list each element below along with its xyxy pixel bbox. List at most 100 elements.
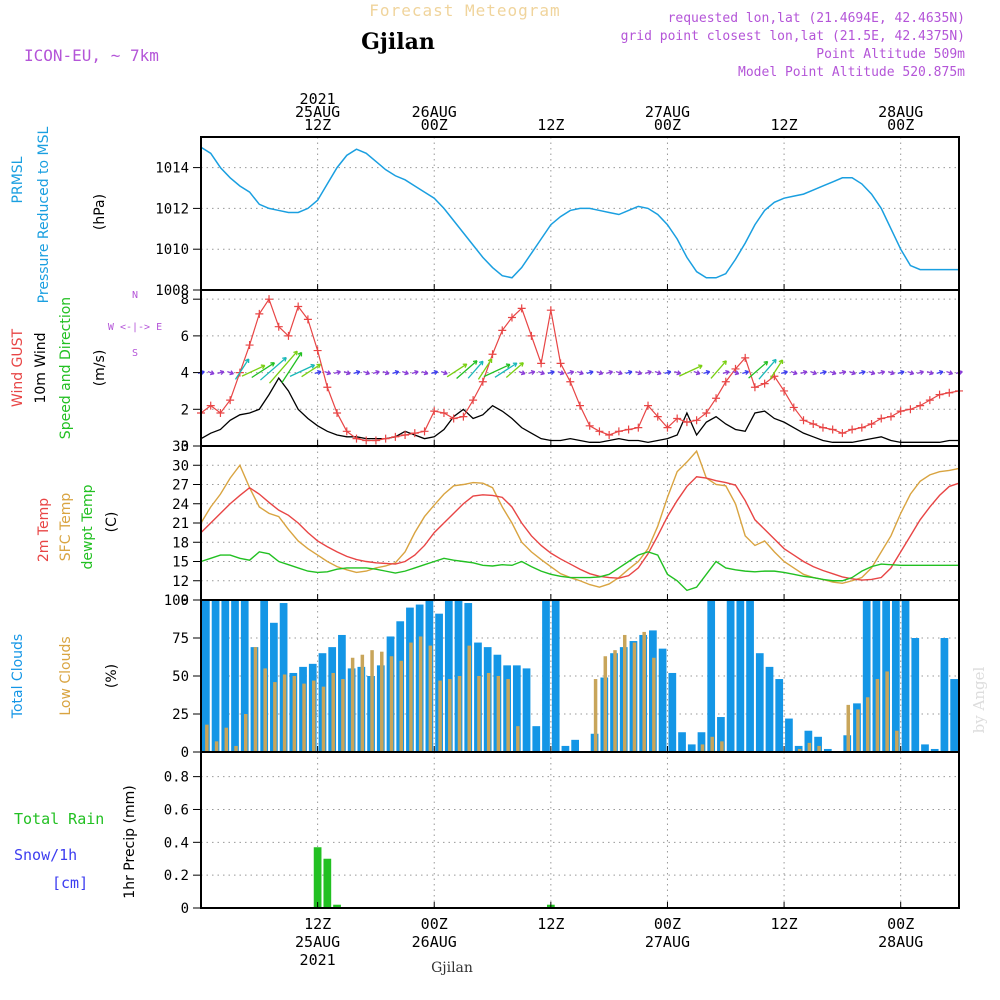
gust-marker	[439, 408, 448, 417]
bottom-time-label: 12Z	[304, 915, 331, 933]
gust-marker	[342, 427, 351, 436]
total-cloud-bar	[911, 638, 920, 752]
gust-marker	[750, 383, 759, 392]
gust-marker	[789, 403, 798, 412]
wind-arrow-head	[270, 362, 275, 367]
y-tick-label: 33	[172, 439, 189, 455]
sfc-temp-label: SFC Temp	[58, 493, 74, 562]
wind-arrow-head	[608, 369, 614, 376]
gust-marker	[410, 429, 419, 438]
gust-marker	[595, 427, 604, 436]
y-tick-label: 30	[172, 458, 189, 474]
gust-marker	[877, 414, 886, 423]
total-cloud-bar	[668, 672, 677, 752]
gust-marker	[313, 346, 322, 355]
low-cloud-bar	[895, 730, 899, 752]
gust-marker	[867, 419, 876, 428]
gust-marker	[780, 386, 789, 395]
wind-direction-arrow	[251, 362, 275, 379]
low-cloud-bar	[448, 679, 452, 752]
wind-arrow-head	[355, 369, 361, 376]
wind-direction-arrow	[456, 360, 478, 379]
top-time-label: 12Z	[537, 116, 564, 134]
model-label: ICON-EU, ~ 7km	[24, 46, 159, 65]
total-cloud-bar	[542, 600, 550, 752]
top-time-label: 2021	[300, 90, 336, 108]
total-cloud-bar	[930, 748, 939, 752]
gust-marker	[818, 423, 827, 432]
top-time-label: 00Z	[654, 116, 681, 134]
wind-direction-arrow	[259, 357, 287, 381]
cloud-unit: (%)	[104, 664, 120, 688]
gust-marker	[799, 416, 808, 425]
gust-marker	[760, 379, 769, 388]
low-cloud-bar	[360, 654, 365, 752]
low-cloud-bar	[370, 650, 374, 752]
wind-arrow-head	[909, 370, 915, 376]
total-cloud-bar	[736, 600, 745, 752]
wind-arrow-head	[293, 350, 298, 356]
wind-direction-arrow	[234, 358, 250, 380]
wind-10m-line	[200, 376, 959, 443]
wind-arrow-head	[209, 370, 215, 376]
low-cloud-bar	[418, 636, 423, 752]
point-altitude: Point Altitude 509m	[816, 47, 965, 62]
total-cloud-bar	[921, 744, 929, 752]
wind-arrow-head	[365, 370, 370, 376]
wind-arrow-head	[705, 369, 711, 376]
bottom-time-label: 12Z	[771, 915, 798, 933]
top-time-label: 00Z	[887, 116, 914, 134]
total-cloud-bar	[940, 638, 949, 752]
y-tick-label: 0.8	[164, 770, 189, 786]
top-time-label: 12Z	[771, 116, 798, 134]
low-cloud-bar	[224, 727, 229, 752]
low-cloud-bar	[234, 745, 238, 752]
wind-arrow-head	[384, 370, 390, 376]
low-cloud-bar	[341, 679, 345, 752]
bottom-time-label: 26AUG	[412, 933, 457, 951]
total-cloud-bar	[765, 666, 774, 752]
gust-marker	[682, 418, 691, 427]
gust-marker	[391, 432, 400, 441]
gust-marker	[857, 423, 866, 432]
low-cloud-bar	[389, 656, 394, 752]
total-cloud-bar	[794, 745, 803, 752]
gust-marker	[430, 407, 439, 416]
wind-direction-arrow	[477, 358, 493, 380]
wind-arrow-head	[929, 370, 934, 376]
y-tick-label: 15	[172, 555, 189, 571]
wind-direction-arrow	[467, 360, 484, 379]
gust-marker	[916, 401, 925, 410]
total-cloud-bar	[231, 600, 239, 752]
gust-label: Wind GUST	[10, 328, 26, 407]
total-cloud-bar	[707, 600, 716, 752]
gust-marker	[294, 302, 303, 311]
wind-direction-arrow	[269, 350, 298, 384]
gust-marker	[605, 430, 614, 439]
low-cloud-bar	[438, 680, 442, 752]
total-cloud-bar	[658, 648, 667, 752]
total-cloud-bar	[240, 600, 249, 752]
gust-marker	[886, 412, 895, 421]
total-cloud-bar	[522, 668, 531, 752]
gust-marker	[255, 309, 264, 318]
compass-s: S	[132, 348, 138, 359]
wind-arrow-head	[722, 360, 727, 365]
low-cloud-bar	[720, 741, 724, 752]
pressure-line	[200, 146, 959, 279]
low-cloud-bar	[885, 671, 889, 752]
low-cloud-bar	[516, 726, 520, 752]
total-cloud-bar	[717, 717, 725, 752]
panel-frame	[200, 751, 960, 909]
wind-arrow-head	[336, 369, 341, 376]
gust-marker	[896, 407, 905, 416]
prmsl-sub-label: Pressure Reduced to MSL	[36, 126, 52, 303]
wind-arrow-head	[433, 369, 439, 376]
wind-direction-arrow	[483, 363, 511, 378]
bottom-time-label: 25AUG	[295, 933, 340, 951]
dewpt-line	[200, 551, 959, 592]
total-cloud-bar	[785, 718, 793, 752]
y-tick-label: 21	[172, 516, 189, 532]
y-tick-label: 2	[181, 402, 189, 418]
wind-arrow-head	[297, 351, 303, 357]
